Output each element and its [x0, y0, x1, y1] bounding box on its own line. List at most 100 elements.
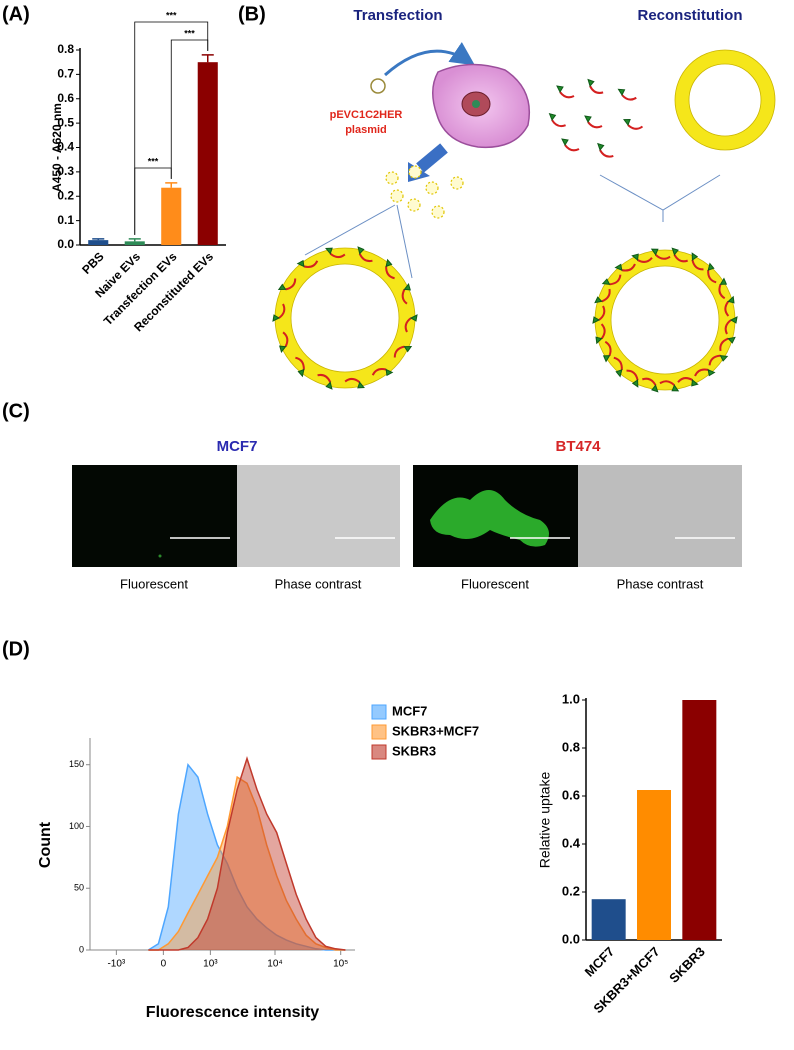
protein-chain [401, 288, 408, 305]
protein-chain [707, 270, 717, 284]
protein [613, 356, 623, 378]
protein [694, 368, 716, 377]
protein [592, 305, 606, 324]
vesicle [275, 248, 415, 388]
protein [708, 354, 729, 366]
protein [677, 377, 699, 387]
protein-chain [564, 144, 580, 152]
x-tick-label: MCF7 [582, 944, 618, 980]
y-axis-label: Count [37, 821, 54, 868]
protein-chain [303, 260, 319, 268]
nucleolus [472, 100, 480, 108]
x-tick-label: PBS [79, 249, 106, 276]
protein [371, 368, 394, 377]
protein-head [719, 355, 729, 362]
protein-head [719, 277, 728, 285]
protein-head [357, 381, 365, 389]
x-tick-label: -10³ [107, 959, 125, 970]
protein [401, 282, 411, 305]
protein-chain [609, 274, 622, 286]
significance-label: *** [148, 156, 159, 166]
legend-label: MCF7 [392, 703, 427, 718]
plasmid-label: pEVC1C2HER [330, 109, 403, 121]
vesicle-edge [688, 63, 762, 137]
protein-chain [691, 259, 704, 271]
image [237, 465, 400, 567]
protein-chain [654, 253, 671, 260]
histogram-area [148, 775, 346, 951]
cell-line: MCF7 [217, 438, 258, 455]
protein [642, 377, 659, 393]
y-tick-label: 150 [69, 759, 84, 769]
protein [393, 345, 413, 358]
caption: Phase contrast [617, 576, 704, 591]
protein-chain [598, 305, 606, 321]
protein-head [277, 283, 287, 290]
protein [561, 138, 580, 152]
protein-chain [344, 377, 361, 384]
protein-chain [626, 369, 639, 381]
protein [691, 252, 704, 271]
protein-chain [559, 91, 575, 99]
y-axis-label: Relative uptake [537, 772, 553, 869]
bar [124, 241, 145, 245]
protein-head [561, 138, 569, 147]
significance-bracket [170, 39, 209, 179]
protein-head [614, 263, 623, 271]
protein [357, 246, 373, 263]
protein [671, 247, 688, 263]
diagram-title: Transfection [353, 7, 442, 24]
legend-label: SKBR3+MCF7 [392, 723, 479, 738]
protein-chain [659, 380, 676, 387]
protein-head [594, 296, 603, 304]
protein-chain [642, 377, 657, 386]
protein-chain [589, 85, 604, 94]
y-tick-label: 0.2 [57, 188, 74, 202]
y-tick-label: 100 [69, 821, 84, 831]
protein-head [279, 345, 287, 354]
arrow [384, 41, 475, 77]
cell-line: BT474 [555, 438, 601, 455]
histogram-area [148, 762, 346, 951]
y-axis-label: A450 - A620 nm [50, 103, 64, 192]
panel-label: (B) [238, 3, 266, 25]
protein [597, 142, 614, 158]
protein-head [602, 355, 611, 363]
protein-chain [627, 124, 644, 130]
protein [718, 277, 728, 300]
protein [344, 377, 365, 389]
protein [556, 85, 575, 99]
protein [707, 262, 717, 284]
protein [617, 88, 637, 101]
x-tick-label: 0 [161, 959, 167, 970]
caption: Fluorescent [120, 576, 188, 591]
protein-chain [393, 345, 405, 358]
protein-head [385, 368, 394, 377]
protein-chain [604, 340, 612, 357]
protein-chain [278, 303, 286, 319]
protein-head [409, 314, 418, 322]
protein [626, 369, 639, 388]
protein-chain [371, 368, 387, 376]
protein [548, 113, 566, 128]
protein-chain [708, 354, 721, 366]
error-bar [92, 238, 105, 241]
y-tick-label: 0.1 [57, 213, 74, 227]
bar [637, 790, 671, 940]
y-tick-label: 0.0 [57, 237, 74, 251]
plasmid-label: plasmid [345, 124, 387, 136]
protein-chain [282, 331, 289, 348]
protein-head [707, 262, 715, 271]
protein [631, 253, 653, 263]
protein [272, 303, 286, 322]
y-tick-label: 50 [74, 883, 84, 893]
y-tick-label: 0.8 [562, 739, 580, 754]
significance-label: *** [184, 28, 195, 38]
protein [296, 259, 319, 268]
protein-chain [385, 266, 395, 280]
protein-chain [613, 356, 623, 370]
y-tick-label: 0.4 [562, 835, 581, 850]
x-tick-label: 10⁴ [267, 959, 282, 970]
microscopy: MCF7 BT474 Fluorescent Phase contrast Fl… [72, 438, 742, 591]
